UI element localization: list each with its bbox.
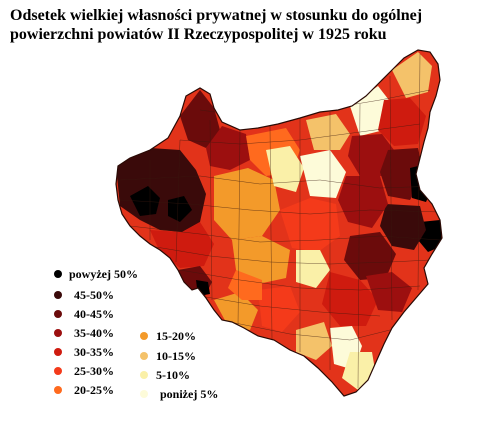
region-southeast-maroon	[366, 272, 412, 312]
legend-swatch-25-30	[54, 367, 62, 375]
legend-swatch-below-5	[140, 390, 148, 398]
region-east-black	[410, 164, 434, 202]
legend-label-5-10: 5-10%	[156, 368, 190, 382]
region-south-orange	[214, 292, 258, 330]
region-southeast-light-orange	[296, 322, 332, 360]
region-central-pale	[266, 146, 304, 192]
region-east-red	[338, 176, 388, 228]
legend-swatch-20-25	[54, 386, 62, 394]
map-title-line-1: Odsetek wielkiej własności prywatnej w s…	[10, 7, 423, 24]
region-west-black-2	[168, 196, 192, 222]
district-borders	[119, 53, 441, 389]
legend-label-below-5: poniżej 5%	[160, 387, 219, 401]
legend-swatch-10-15	[140, 352, 148, 360]
region-west-black	[130, 186, 160, 216]
region-northeast-light	[392, 52, 432, 98]
region-south-red	[258, 286, 300, 332]
legend-swatch-45-50	[54, 291, 62, 299]
region-east-maroon-2	[344, 232, 396, 280]
legend-label-15-20: 15-20%	[156, 329, 196, 343]
region-south-orangered	[228, 270, 262, 300]
region-northeast-red	[378, 98, 426, 146]
legend-label-10-15: 10-15%	[156, 349, 196, 363]
legend-label-20-25: 20-25%	[74, 383, 114, 397]
map-title: Odsetek wielkiej własności prywatnej w s…	[10, 6, 490, 44]
legend-label-35-40: 35-40%	[74, 326, 114, 340]
region-central-light-orange	[306, 114, 350, 150]
region-central-orange	[214, 168, 280, 240]
legend-swatch-15-20	[140, 332, 148, 340]
region-southeast-red	[322, 272, 378, 326]
legend-label-45-50: 45-50%	[74, 288, 114, 302]
region-central-pale-2	[296, 250, 330, 288]
legend-swatch-above-50	[54, 270, 62, 278]
region-central-cream	[300, 150, 346, 198]
legend-swatch-35-40	[54, 329, 62, 337]
region-central-orange-2	[232, 236, 290, 284]
legend-label-25-30: 25-30%	[74, 364, 114, 378]
legend-swatch-5-10	[140, 371, 148, 379]
region-central-bright	[280, 198, 340, 252]
legend-label-40-45: 40-45%	[74, 307, 114, 321]
region-pomerania-red	[206, 126, 250, 170]
legend-swatch-30-35	[54, 348, 62, 356]
legend-label-30-35: 30-35%	[74, 345, 114, 359]
legend-label-above-50: powyżej 50%	[69, 267, 138, 281]
map-title-line-2: powierzchni powiatów II Rzeczypospolitej…	[10, 26, 387, 43]
legend-swatch-40-45	[54, 310, 62, 318]
map-districts	[116, 50, 442, 396]
